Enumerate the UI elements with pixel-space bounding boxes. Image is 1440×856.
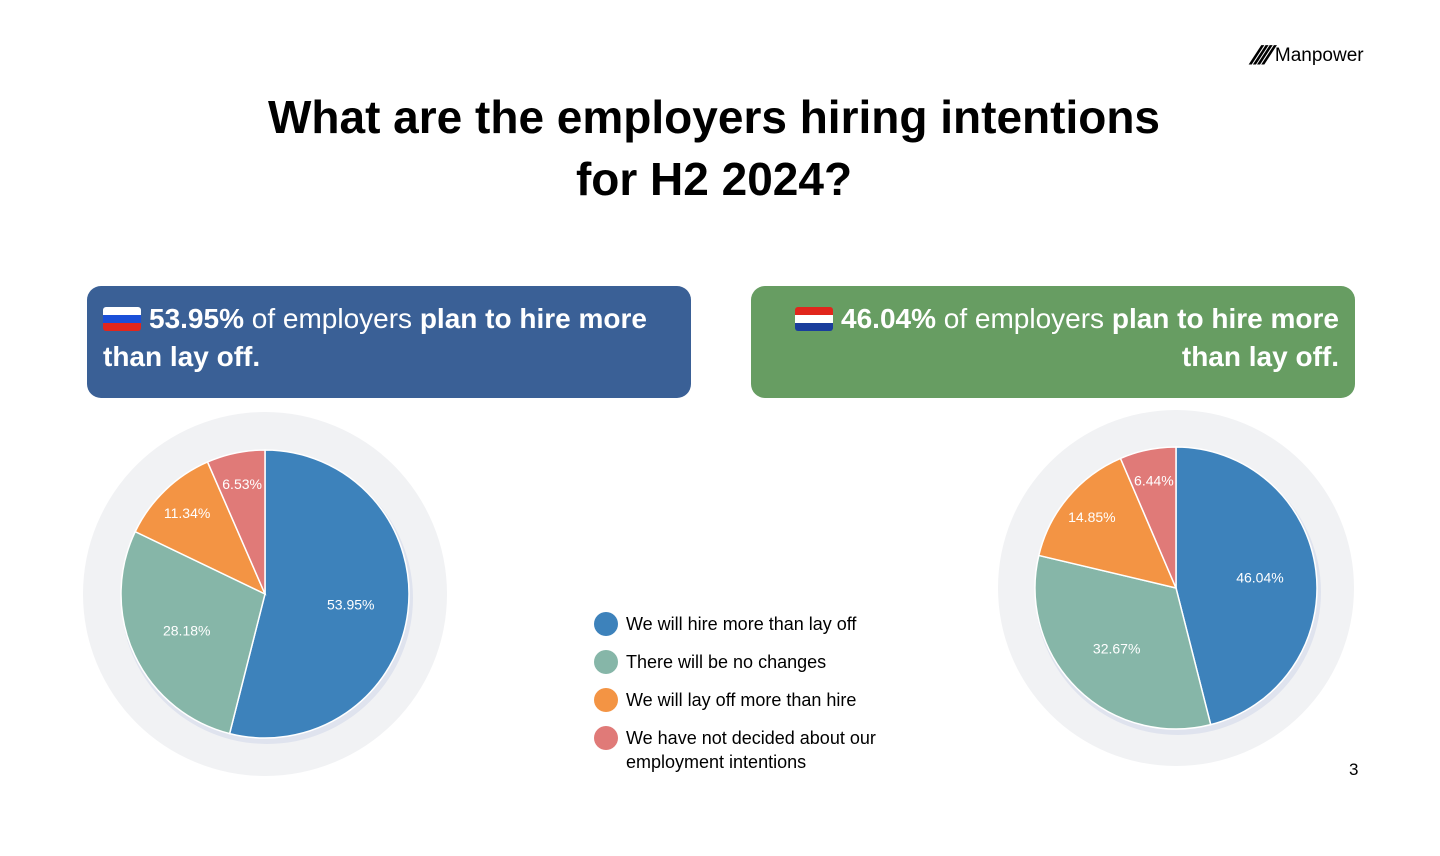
pie-slice	[228, 449, 410, 739]
summary-bold-text: plan to hire more than lay off.	[1111, 303, 1339, 372]
croatia-summary-box: 46.04% of employers plan to hire more th…	[751, 286, 1355, 398]
legend-item: We will lay off more than hire	[594, 688, 916, 712]
slice-label: 11.34%	[164, 505, 210, 521]
croatia-pie-chart: 46.04% 32.67% 14.85% 6.44%	[998, 410, 1354, 766]
pie-slice	[120, 530, 266, 735]
title-line-1: What are the employers hiring intentions	[267, 91, 1160, 143]
legend-item: We have not decided about our employment…	[594, 726, 916, 774]
slice-label: 53.95%	[327, 597, 374, 613]
croatia-flag-icon	[795, 307, 834, 331]
legend-dot-icon	[594, 688, 618, 712]
pie-slice	[206, 449, 266, 595]
slice-label: 32.67%	[1093, 640, 1140, 656]
legend-dot-icon	[594, 650, 618, 674]
slice-label: 28.18%	[163, 623, 210, 639]
pie-slice	[1175, 446, 1318, 726]
legend-label: There will be no changes	[626, 652, 827, 672]
legend-label: We have not decided about our employment…	[626, 728, 876, 772]
legend-dot-icon	[594, 612, 618, 636]
pie-slice	[1119, 446, 1177, 589]
pie-slice	[1034, 554, 1212, 730]
logo-text: Manpower	[1274, 44, 1364, 66]
manpower-logo-icon: ////	[1248, 40, 1274, 70]
slice-label: 46.04%	[1236, 570, 1283, 586]
summary-percent: 53.95%	[149, 303, 244, 334]
slovenia-summary-box: 53.95% of employers plan to hire more th…	[87, 286, 691, 398]
page-title: What are the employers hiring intentions…	[0, 86, 1428, 210]
manpower-logo: //// Manpower	[1248, 40, 1364, 71]
slice-label: 6.53%	[222, 476, 262, 492]
slice-label: 6.44%	[1134, 472, 1174, 488]
legend-label: We will lay off more than hire	[626, 690, 857, 710]
summary-bold-text: plan to hire more than lay off.	[103, 303, 647, 372]
slice-label: 14.85%	[1068, 509, 1115, 525]
legend-label: We will hire more than lay off	[626, 614, 857, 634]
legend-dot-icon	[594, 726, 618, 750]
legend-item: There will be no changes	[594, 650, 916, 674]
summary-text: of employers	[243, 303, 420, 334]
pie-slice	[134, 460, 267, 596]
pie-slice	[1037, 457, 1178, 590]
slovenia-pie-chart: 53.95% 28.18% 11.34% 6.53%	[83, 412, 447, 776]
summary-percent: 46.04%	[841, 303, 936, 334]
slovenia-flag-icon	[103, 307, 141, 331]
legend-item: We will hire more than lay off	[594, 612, 916, 636]
title-line-2: for H2 2024?	[575, 153, 853, 205]
page-number: 3	[1349, 760, 1359, 779]
summary-text: of employers	[935, 303, 1112, 334]
chart-legend: We will hire more than lay off There wil…	[594, 612, 916, 788]
